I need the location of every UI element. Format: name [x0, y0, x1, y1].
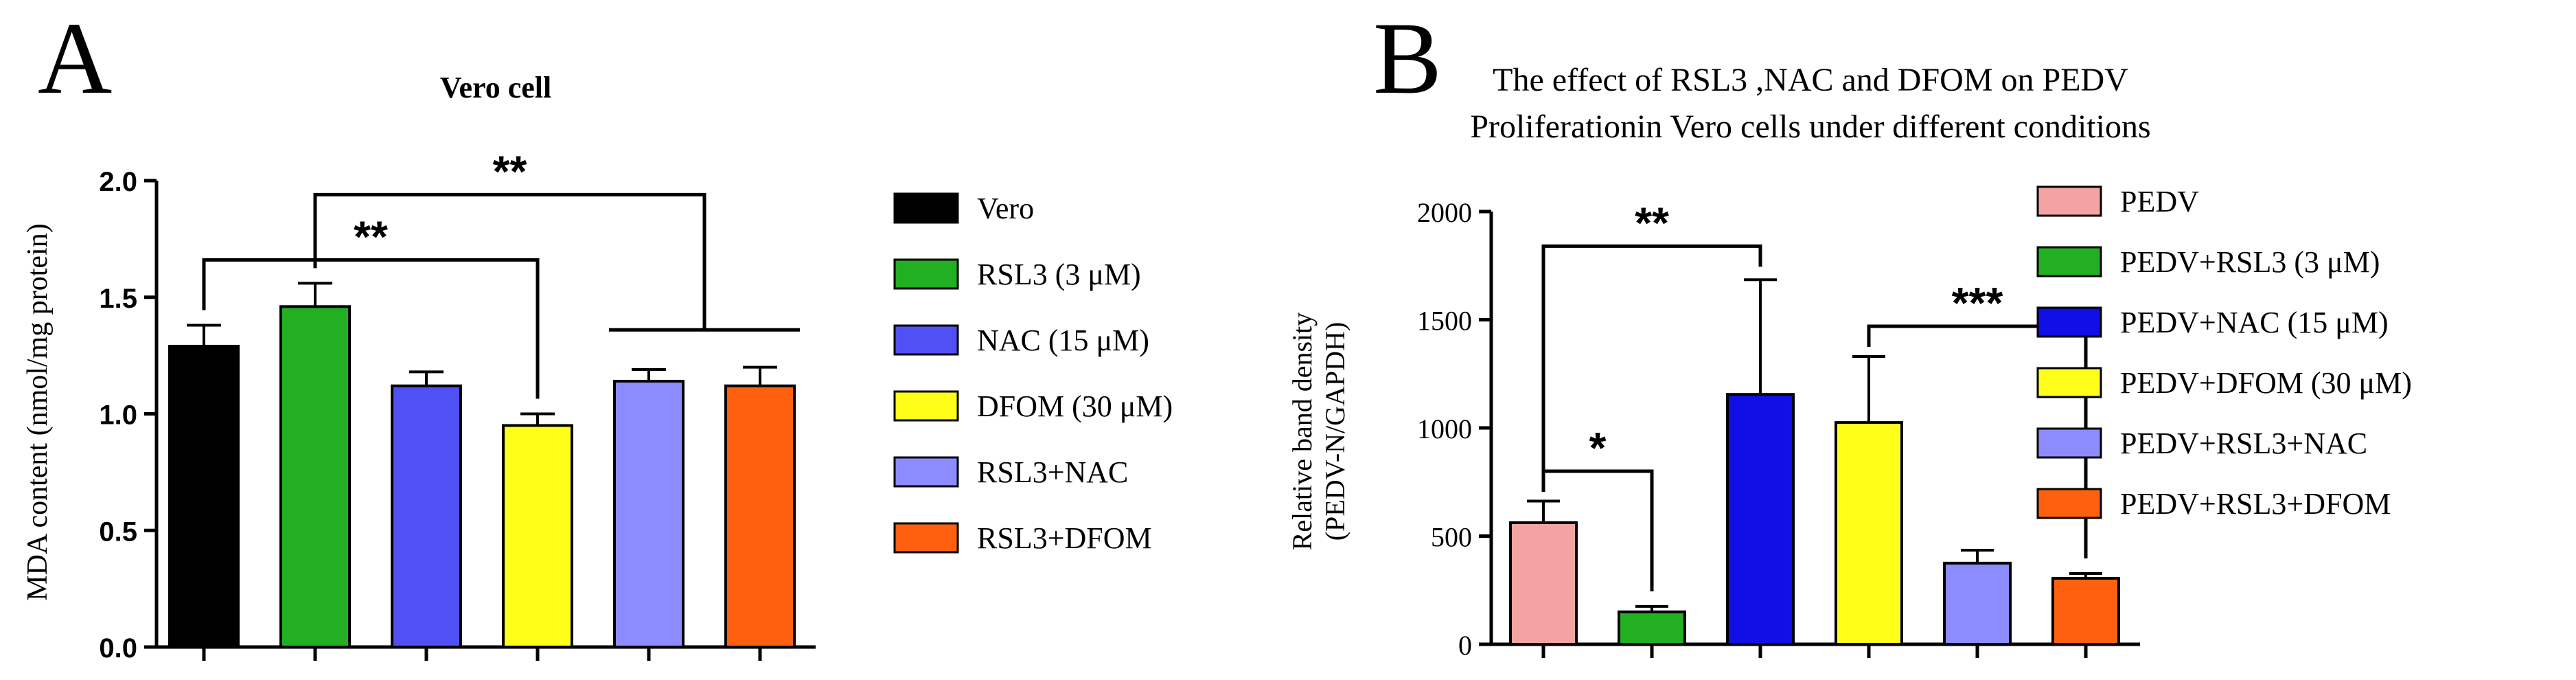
bar-b	[1943, 561, 2012, 646]
significance-label-b: ***	[1952, 278, 2003, 328]
panel-label-b: B	[1373, 1, 1442, 115]
significance-label-b: **	[1635, 198, 1669, 247]
legend-swatch-a	[893, 258, 959, 290]
y-tick-label-b: 1500	[1417, 306, 1472, 337]
y-tick-label-a: 1.5	[99, 284, 137, 314]
y-tick-label-a: 2.0	[99, 167, 137, 197]
y-tick-label-a: 0.5	[99, 517, 137, 547]
y-axis-label-b: Relative band density	[1287, 313, 1318, 551]
bar-a	[168, 345, 240, 648]
significance-bracket-b	[1541, 469, 1654, 591]
legend-label-b: PEDV+DFOM (30 μM)	[2120, 366, 2412, 400]
significance-bracket-a	[202, 258, 540, 399]
legend-label-a: RSL3+NAC	[977, 455, 1128, 489]
legend-swatch-a	[893, 390, 959, 422]
bar-b	[1835, 421, 1903, 646]
legend-swatch-a	[893, 522, 959, 554]
y-axis-label2-b: (PEDV-N/GAPDH)	[1320, 322, 1350, 541]
significance-label-b: *	[1589, 423, 1607, 473]
chart-title-b: The effect of RSL3 ,NAC and DFOM on PEDV	[1493, 62, 2128, 98]
plot-area-a: 0.0 0.5 1.0 1.5 2.0 ** **	[99, 146, 816, 664]
bar-a	[724, 384, 796, 648]
bar-a	[279, 305, 351, 648]
bar-a	[502, 424, 573, 648]
legend-label-a: RSL3+DFOM	[977, 521, 1152, 555]
panel-label-a: A	[38, 1, 112, 115]
panel-b: B The effect of RSL3 ,NAC and DFOM on PE…	[1287, 1, 2412, 661]
legend-b: PEDV PEDV+RSL3 (3 μM) PEDV+NAC (15 μM) PEDV…	[2036, 185, 2412, 521]
legend-label-b: PEDV+RSL3+NAC	[2120, 427, 2367, 460]
significance-bracket-b	[1541, 244, 1762, 486]
y-tick-label-a: 0.0	[99, 633, 137, 664]
legend-swatch-a	[893, 192, 959, 224]
legend-swatch-b	[2036, 367, 2102, 398]
bar-a	[613, 379, 685, 648]
significance-label-a: **	[493, 146, 527, 196]
legend-label-b: PEDV+RSL3+DFOM	[2120, 487, 2391, 521]
legend-label-a: NAC (15 μM)	[977, 324, 1149, 357]
legend-label-a: Vero	[977, 192, 1034, 225]
legend-label-b: PEDV	[2120, 185, 2199, 218]
chart-title-a: Vero cell	[440, 71, 552, 104]
y-tick-label-b: 2000	[1417, 197, 1472, 228]
legend-swatch-a	[893, 456, 959, 488]
legend-label-a: RSL3 (3 μM)	[977, 258, 1141, 291]
y-tick-label-b: 500	[1431, 522, 1472, 553]
chart-subtitle-b: Proliferationin Vero cells under differe…	[1470, 109, 2150, 145]
legend-swatch-b	[2036, 246, 2102, 277]
legend-swatch-b	[2036, 427, 2102, 459]
legend-swatch-a	[893, 324, 959, 356]
y-tick-label-b: 1000	[1417, 413, 1472, 444]
legend-label-a: DFOM (30 μM)	[977, 389, 1173, 423]
y-axis-label-a: MDA content (nmol/mg protein)	[22, 223, 54, 600]
bar-b	[1509, 521, 1578, 646]
y-tick-label-b: 0	[1458, 630, 1472, 661]
bar-b	[1618, 610, 1686, 646]
y-tick-label-a: 1.0	[99, 400, 137, 431]
bar-b	[1726, 393, 1795, 646]
legend-label-b: PEDV+RSL3 (3 μM)	[2120, 245, 2380, 279]
legend-swatch-b	[2036, 488, 2102, 519]
legend-label-b: PEDV+NAC (15 μM)	[2120, 306, 2389, 339]
legend-swatch-b	[2036, 306, 2102, 338]
bar-b	[2051, 576, 2120, 646]
significance-bracket-a	[313, 192, 706, 330]
bar-a	[391, 384, 462, 648]
legend-swatch-b	[2036, 185, 2102, 217]
significance-label-a: **	[354, 212, 388, 261]
legend-a: Vero RSL3 (3 μM) NAC (15 μM) DFOM (30 μM) RS…	[893, 192, 1173, 555]
panel-a: A Vero cell MDA content (nmol/mg protein…	[22, 1, 1173, 664]
